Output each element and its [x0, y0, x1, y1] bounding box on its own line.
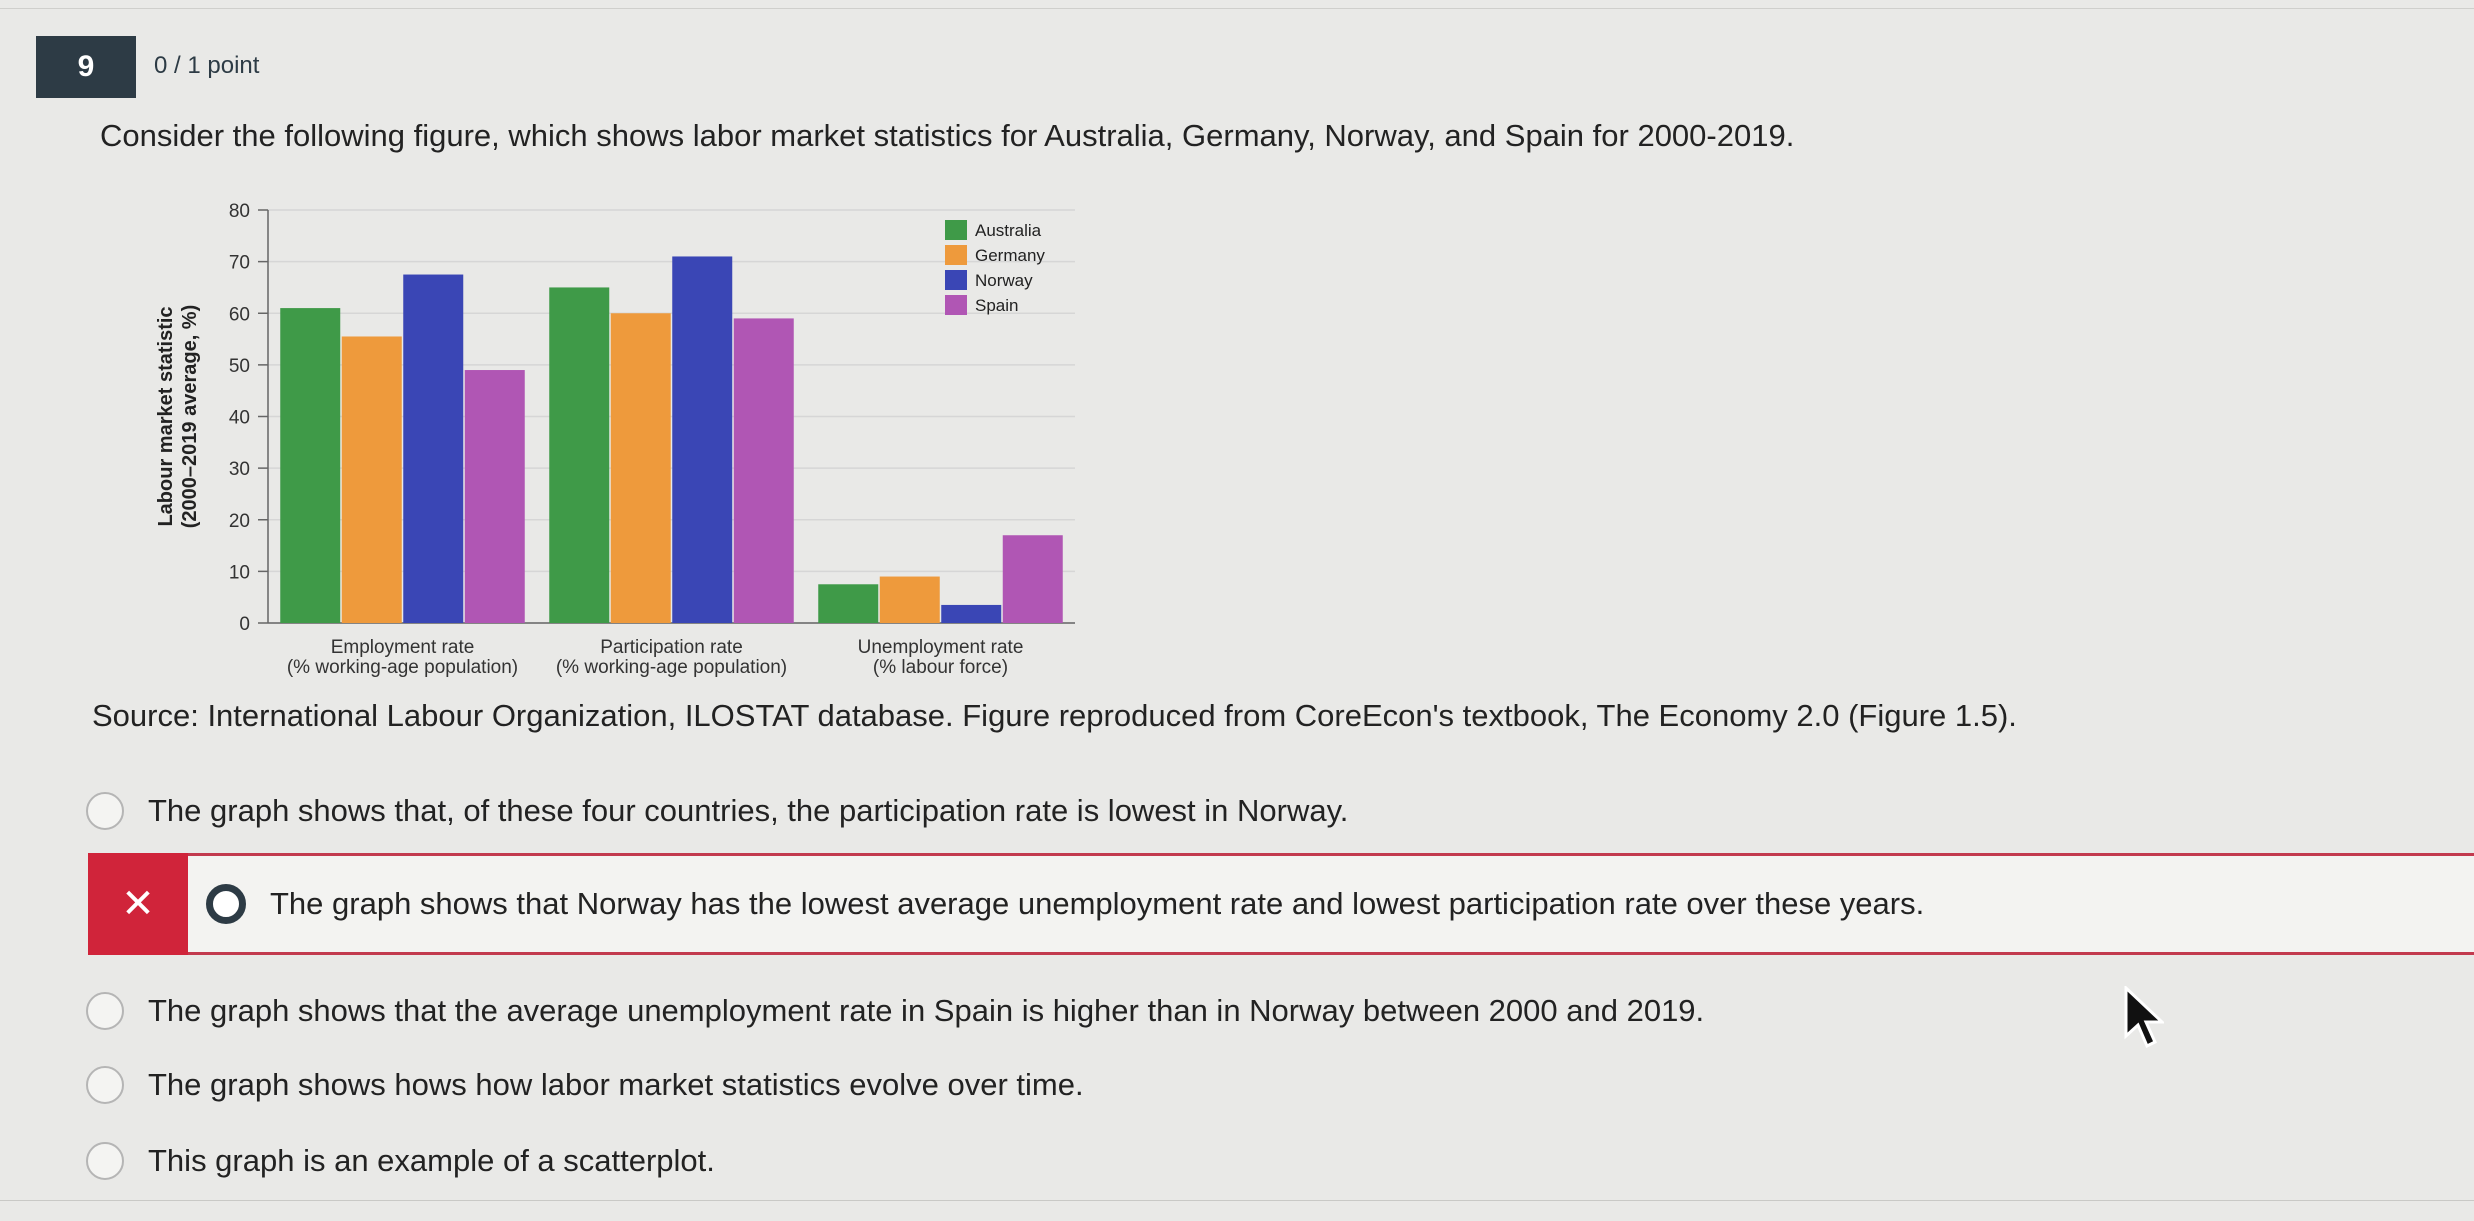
- y-tick-label: 60: [229, 304, 250, 325]
- option-label: This graph is an example of a scatterplo…: [148, 1143, 715, 1178]
- x-category-label: Participation rate: [600, 637, 743, 658]
- close-x-icon: ✕: [88, 853, 188, 955]
- option-label: The graph shows that the average unemplo…: [148, 993, 1705, 1028]
- option-label: The graph shows hows how labor market st…: [148, 1067, 1084, 1102]
- bar-germany-0: [341, 336, 402, 623]
- option-3[interactable]: The graph shows that the average unemplo…: [86, 992, 1704, 1030]
- figure-source: Source: International Labour Organizatio…: [92, 698, 2017, 733]
- legend-swatch-norway: [945, 270, 967, 290]
- bar-australia-2: [818, 584, 879, 623]
- bar-australia-1: [549, 287, 610, 623]
- x-category-label: Employment rate: [331, 637, 475, 658]
- bar-norway-0: [403, 274, 464, 623]
- option-label: The graph shows that Norway has the lowe…: [270, 886, 1925, 921]
- radio-button[interactable]: [86, 1066, 124, 1104]
- x-category-label: Unemployment rate: [858, 637, 1024, 658]
- y-tick-label: 20: [229, 511, 250, 532]
- legend-swatch-spain: [945, 295, 967, 315]
- option-label: The graph shows that, of these four coun…: [148, 793, 1349, 828]
- y-axis-label: Labour market statistic (2000–2019 averag…: [155, 305, 201, 529]
- y-tick-label: 10: [229, 562, 250, 583]
- question-points: 0 / 1 point: [154, 52, 260, 79]
- bar-germany-2: [879, 576, 940, 623]
- y-tick-label: 80: [229, 201, 250, 222]
- bar-germany-1: [610, 313, 671, 623]
- legend-label-norway: Norway: [975, 271, 1033, 290]
- y-tick-label: 30: [229, 459, 250, 480]
- x-category-label: (% labour force): [873, 657, 1008, 678]
- legend-label-germany: Germany: [975, 246, 1045, 265]
- y-tick-label: 0: [239, 614, 250, 635]
- top-divider: [0, 8, 2474, 9]
- x-category-label: (% working-age population): [556, 657, 787, 678]
- legend-label-spain: Spain: [975, 296, 1018, 315]
- option-4[interactable]: The graph shows hows how labor market st…: [86, 1066, 1084, 1104]
- legend-swatch-germany: [945, 245, 967, 265]
- bar-spain-2: [1002, 535, 1063, 623]
- legend-label-australia: Australia: [975, 221, 1042, 240]
- bar-spain-1: [733, 318, 794, 623]
- chart-svg: 0 10 20 30 40 50 60 70 80 Labour market statistic…: [155, 201, 1075, 678]
- bar-chart: 0 10 20 30 40 50 60 70 80 Labour market statistic…: [140, 195, 1100, 700]
- y-tick-label: 40: [229, 408, 250, 429]
- y-axis-label-line: Labour market statistic: [155, 306, 177, 526]
- mouse-pointer-icon: [2124, 984, 2166, 1055]
- option-1[interactable]: The graph shows that, of these four coun…: [86, 792, 1348, 830]
- bottom-divider: [0, 1200, 2474, 1201]
- question-number: 9: [36, 36, 136, 98]
- x-category-label: (% working-age population): [287, 657, 518, 678]
- selected-answer-incorrect: ✕ The graph shows that Norway has the lo…: [88, 853, 2474, 955]
- radio-button[interactable]: [86, 1142, 124, 1180]
- radio-button-selected[interactable]: [206, 884, 246, 924]
- bar-norway-1: [672, 256, 733, 623]
- option-5[interactable]: This graph is an example of a scatterplo…: [86, 1142, 715, 1180]
- bar-australia-0: [280, 308, 341, 623]
- legend-swatch-australia: [945, 220, 967, 240]
- radio-button[interactable]: [86, 992, 124, 1030]
- y-axis-label-line: (2000–2019 average, %): [179, 305, 201, 529]
- y-tick-label: 70: [229, 253, 250, 274]
- option-2[interactable]: The graph shows that Norway has the lowe…: [206, 884, 1924, 924]
- radio-button[interactable]: [86, 792, 124, 830]
- y-tick-label: 50: [229, 356, 250, 377]
- bar-spain-0: [464, 370, 525, 623]
- bar-norway-2: [941, 604, 1002, 623]
- question-text: Consider the following figure, which sho…: [100, 118, 1795, 153]
